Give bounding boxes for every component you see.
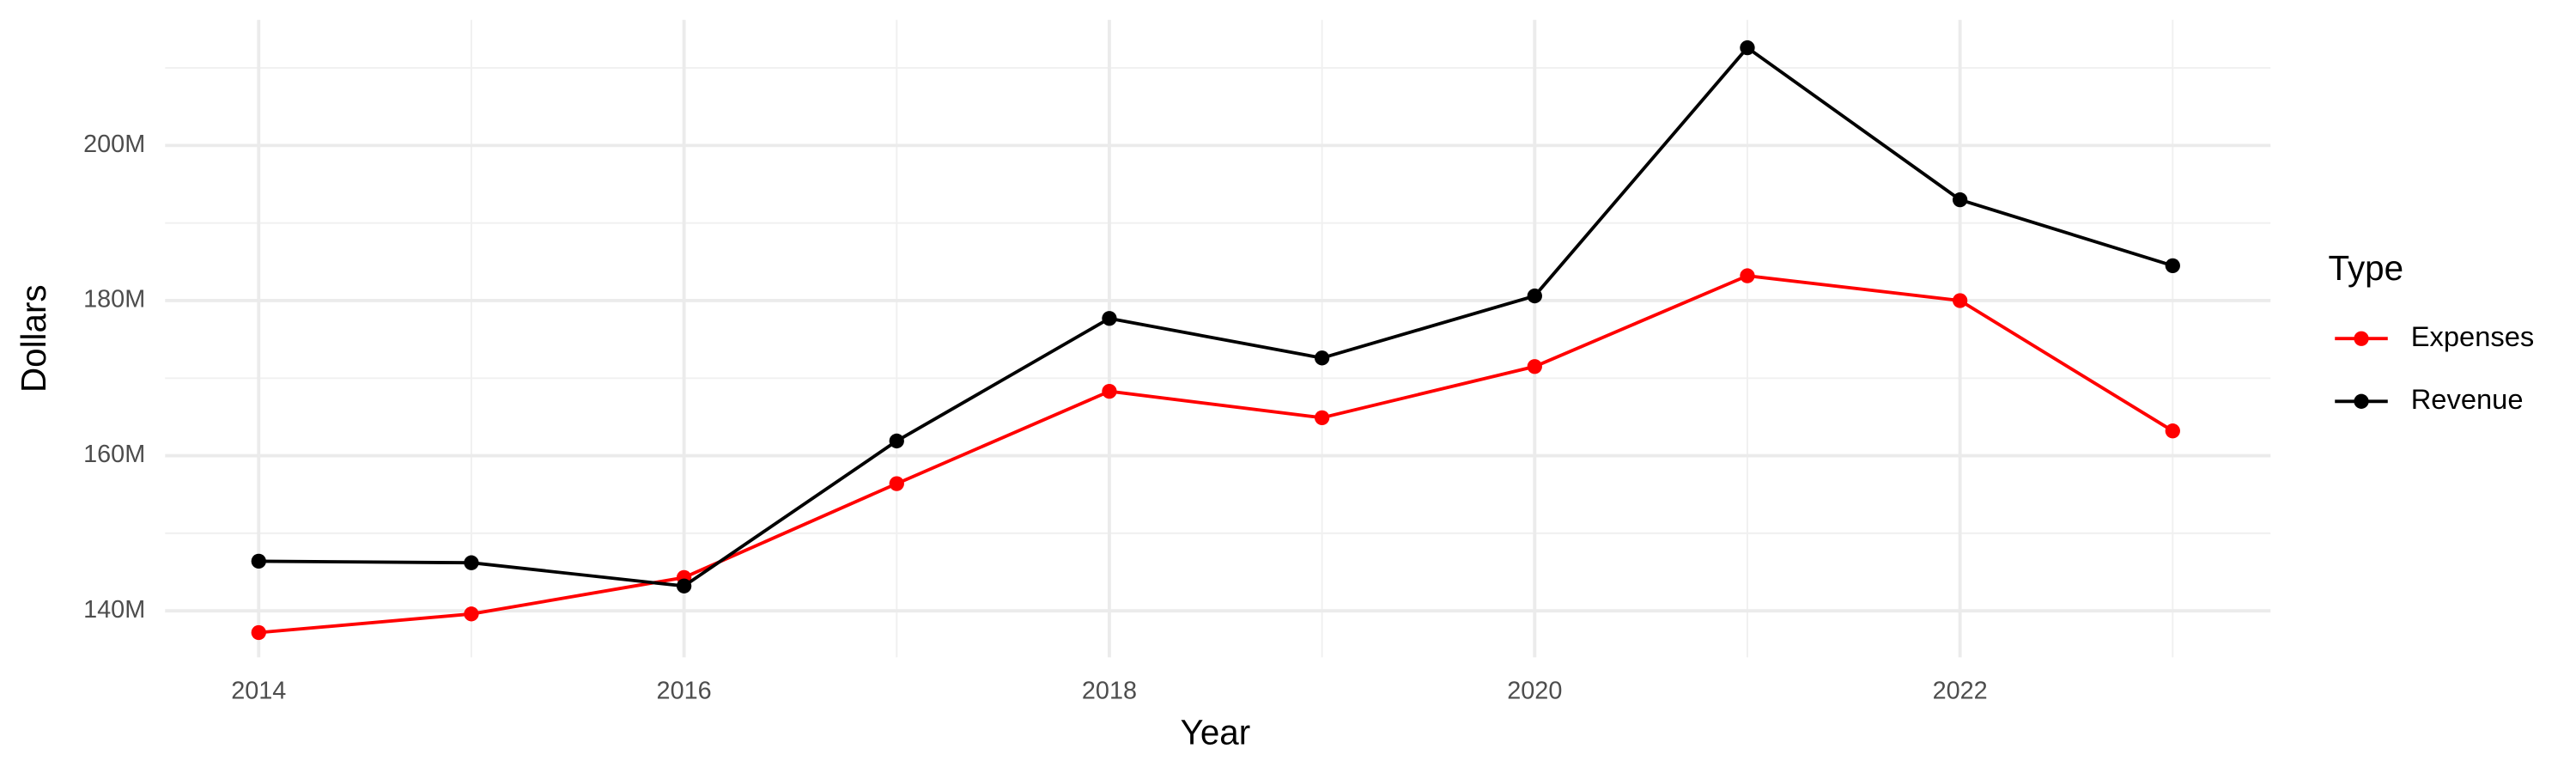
- data-point: [251, 624, 266, 641]
- data-point: [1952, 293, 1968, 308]
- data-point: [464, 555, 479, 570]
- x-tick-label: 2020: [1507, 677, 1562, 704]
- data-point: [676, 578, 692, 593]
- y-axis-title: Dollars: [14, 284, 53, 393]
- legend-key-point: [2354, 393, 2369, 409]
- data-point: [464, 606, 479, 622]
- x-tick-label: 2018: [1082, 677, 1137, 704]
- data-point: [1314, 350, 1330, 366]
- legend-key-point: [2354, 331, 2369, 346]
- series-line: [258, 45, 2173, 588]
- legend-title: Type: [2329, 248, 2404, 288]
- data-point: [1952, 192, 1968, 208]
- data-point: [1740, 40, 1755, 56]
- data-point: [1314, 410, 1330, 425]
- series-line: [258, 274, 2174, 635]
- data-point: [1102, 383, 1117, 399]
- data-point: [1102, 311, 1117, 326]
- data-point: [1527, 288, 1542, 304]
- legend-label: Expenses: [2411, 320, 2535, 352]
- y-tick-label: 160M: [83, 441, 145, 468]
- y-tick-label: 180M: [83, 286, 145, 313]
- y-tick-label: 200M: [83, 131, 145, 158]
- x-axis-title: Year: [1181, 712, 1251, 752]
- x-tick-label: 2022: [1933, 677, 1988, 704]
- data-point: [1740, 268, 1755, 283]
- data-point: [2165, 258, 2180, 273]
- legend-label: Revenue: [2411, 383, 2524, 415]
- data-point: [889, 433, 904, 449]
- x-tick-label: 2014: [231, 677, 286, 704]
- x-tick-label: 2016: [657, 677, 712, 704]
- data-point: [1527, 359, 1542, 374]
- data-point: [2165, 423, 2180, 439]
- data-point: [889, 476, 904, 491]
- y-tick-label: 140M: [83, 596, 145, 624]
- data-point: [251, 553, 266, 569]
